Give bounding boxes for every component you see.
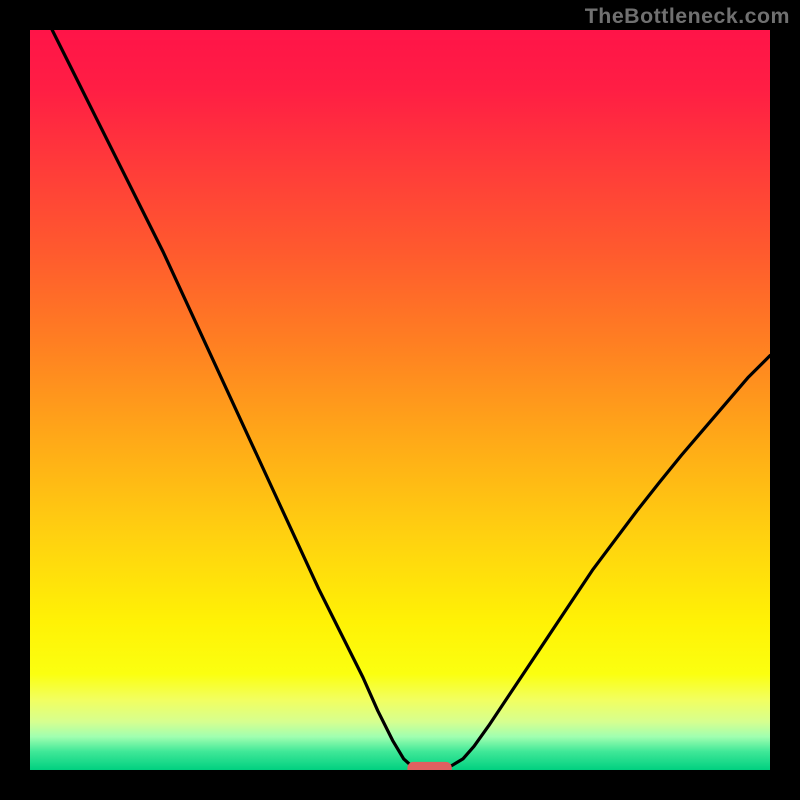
bottleneck-chart-svg	[0, 0, 800, 800]
watermark-text: TheBottleneck.com	[585, 4, 790, 29]
chart-stage: TheBottleneck.com	[0, 0, 800, 800]
gradient-plot-area	[30, 30, 770, 770]
